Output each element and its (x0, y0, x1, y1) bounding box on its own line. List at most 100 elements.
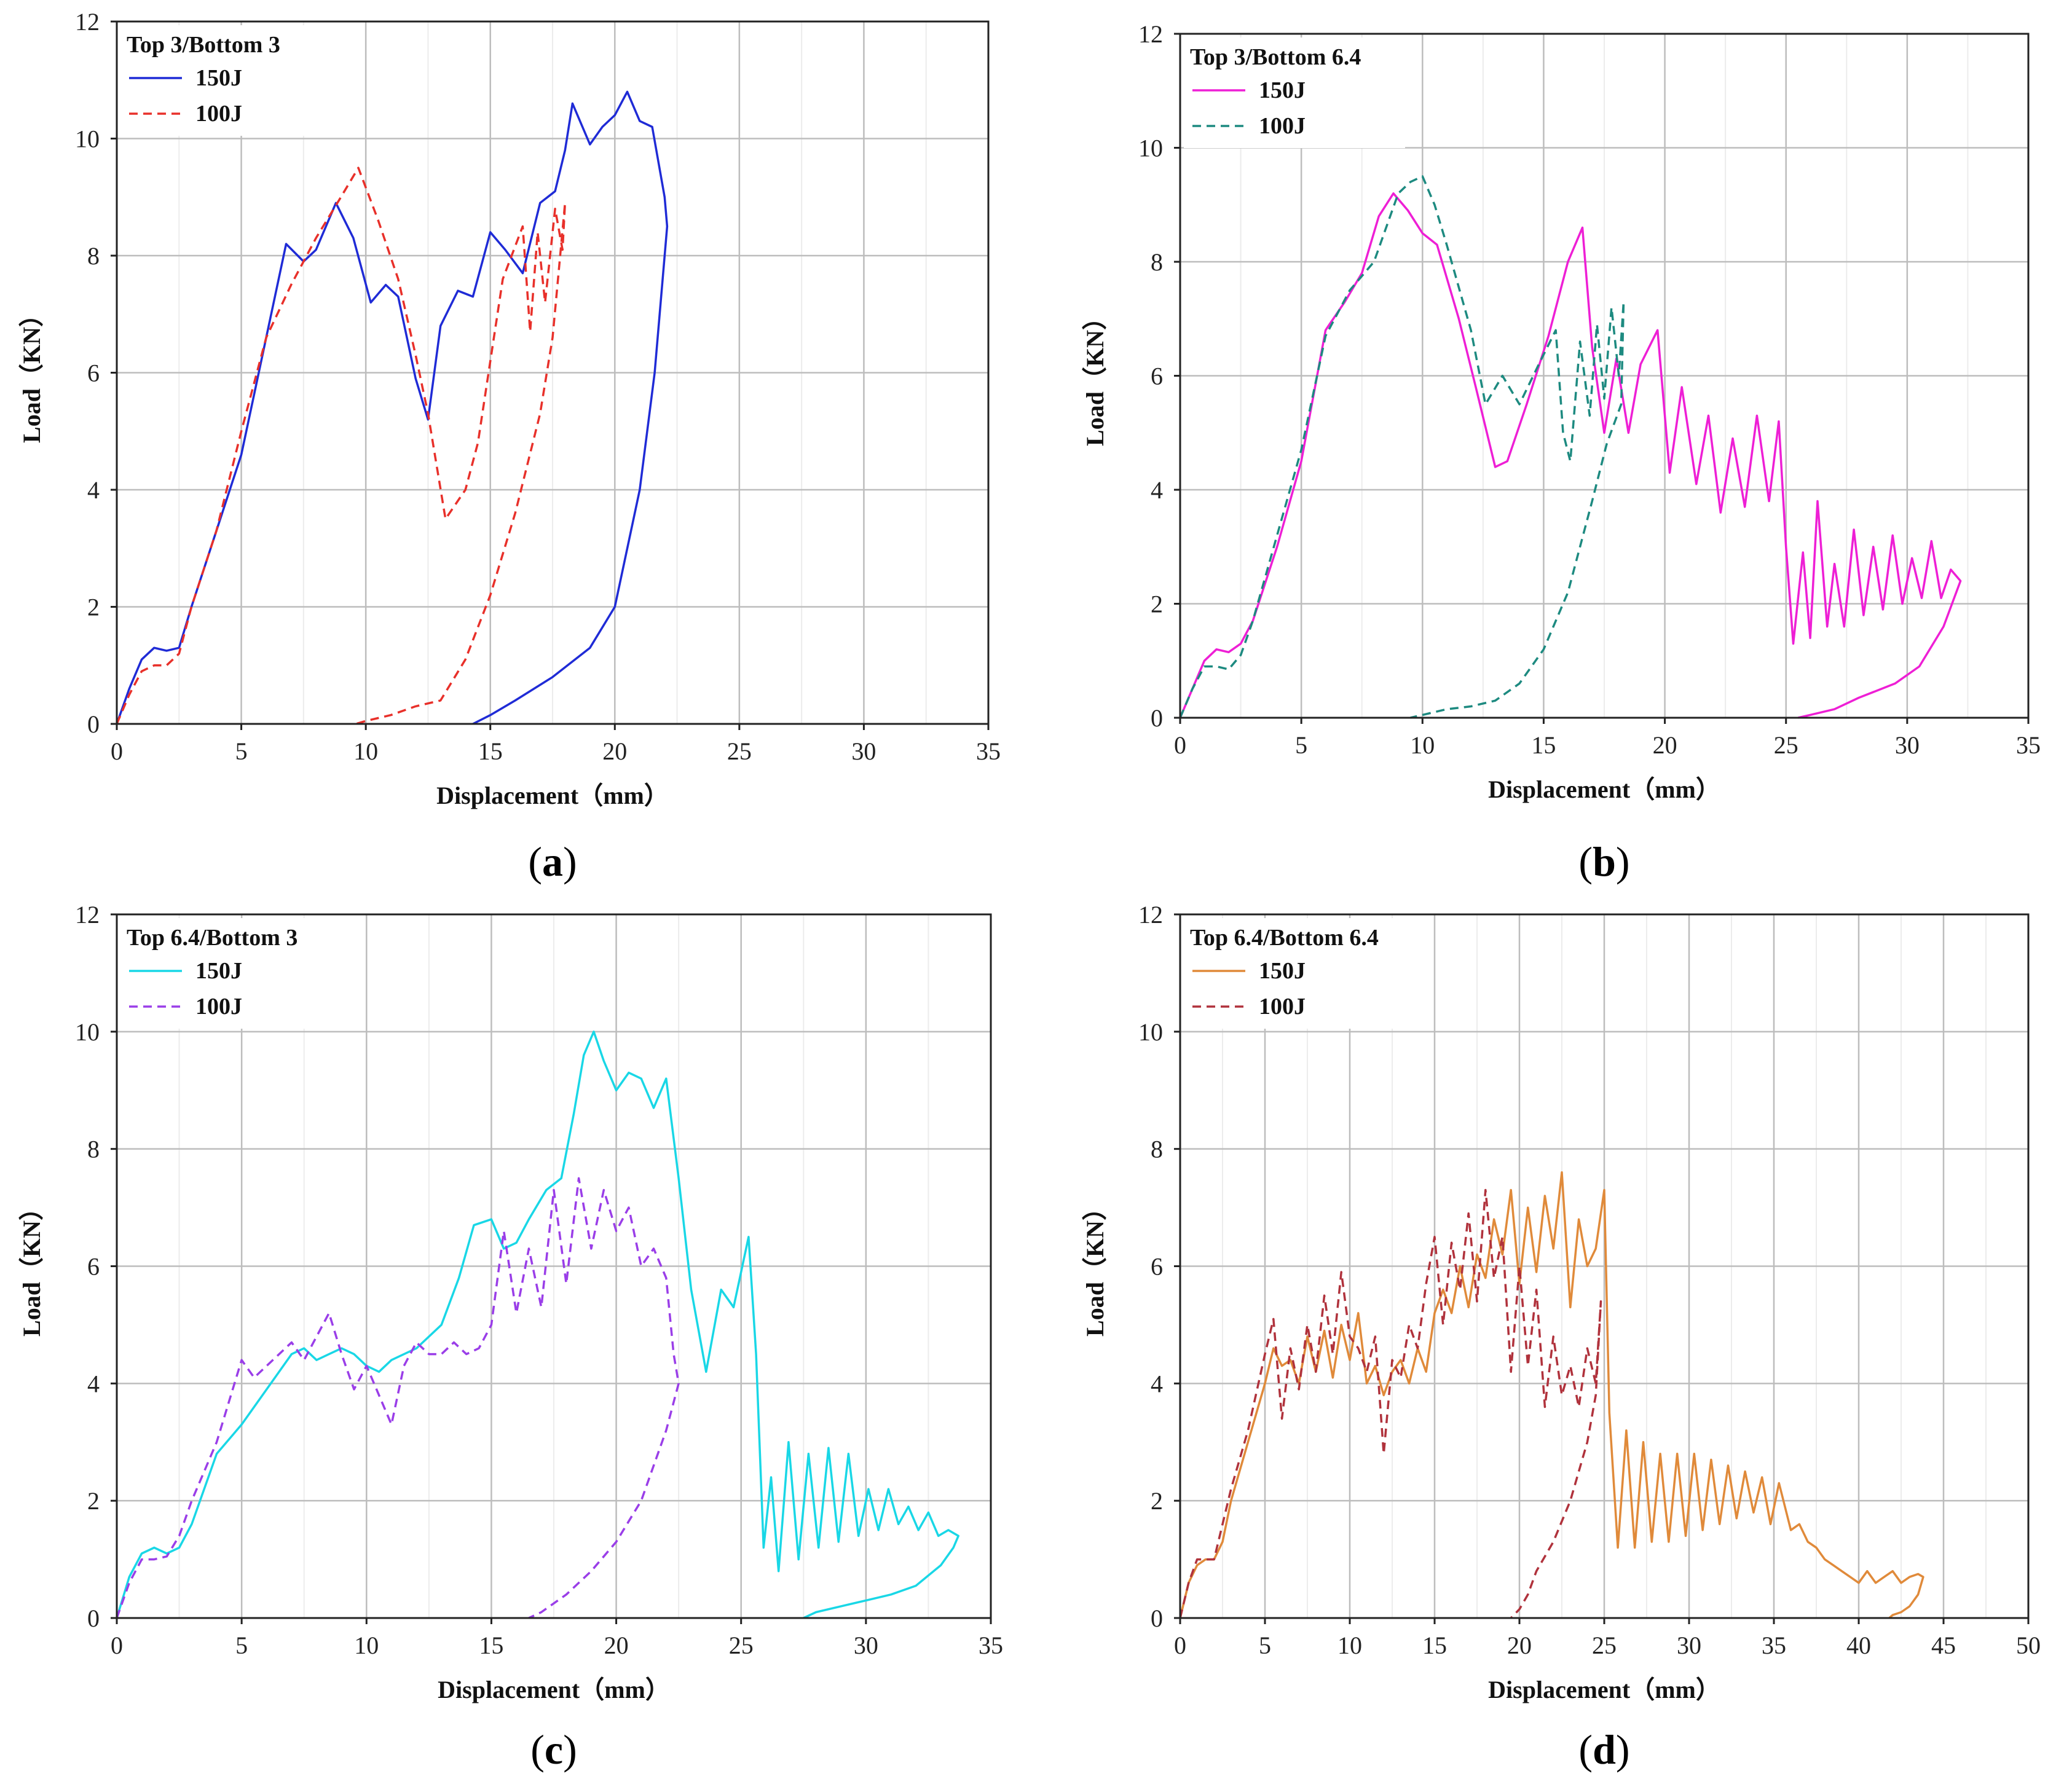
x-tick-label: 25 (1774, 731, 1798, 759)
y-tick-label: 0 (87, 1604, 100, 1632)
y-tick-label: 4 (1151, 1370, 1163, 1397)
x-tick-label: 10 (1337, 1632, 1362, 1659)
y-tick-label: 2 (1151, 591, 1163, 618)
y-tick-label: 6 (1151, 1253, 1163, 1281)
legend-title: Top 3/Bottom 6.4 (1190, 44, 1361, 70)
legend-box (1184, 37, 1405, 148)
x-tick-label: 20 (602, 737, 627, 765)
x-tick-label: 5 (1295, 731, 1307, 759)
caption-letter: d (1593, 1726, 1616, 1773)
x-tick-label: 15 (479, 1632, 503, 1659)
y-tick-label: 10 (1138, 135, 1163, 162)
y-tick-label: 4 (87, 1370, 100, 1397)
x-tick-label: 0 (111, 737, 123, 765)
x-axis-title: Displacement（mm） (438, 1676, 670, 1703)
y-tick-label: 10 (75, 125, 100, 153)
x-axis-title: Displacement（mm） (1488, 1676, 1720, 1703)
y-tick-label: 12 (75, 901, 100, 929)
panel-caption: (d) (1578, 1726, 1629, 1773)
y-tick-label: 8 (1151, 248, 1163, 276)
y-tick-label: 10 (1138, 1018, 1163, 1046)
caption-paren-open: ( (1578, 838, 1593, 885)
x-tick-label: 15 (1531, 731, 1556, 759)
x-tick-label: 20 (1507, 1632, 1532, 1659)
x-tick-label: 5 (235, 737, 248, 765)
y-tick-label: 12 (1138, 901, 1163, 929)
x-tick-label: 30 (851, 737, 876, 765)
caption-paren-close: ) (563, 838, 577, 885)
y-tick-label: 2 (87, 1487, 100, 1515)
legend-box (1184, 918, 1405, 1029)
legend-label-100j: 100J (195, 994, 242, 1019)
x-axis-title: Displacement（mm） (1488, 776, 1720, 803)
y-axis-title: Load（KN） (1081, 1196, 1109, 1337)
x-axis-title: Displacement（mm） (436, 782, 669, 809)
x-tick-label: 10 (354, 1632, 379, 1659)
panel-caption: (b) (1578, 838, 1629, 885)
legend-label-150j: 150J (195, 958, 242, 984)
legend-label-150j: 150J (1259, 958, 1306, 984)
caption-paren-close: ) (563, 1726, 577, 1773)
y-tick-label: 6 (87, 1253, 100, 1281)
y-tick-label: 12 (75, 8, 100, 36)
legend-title: Top 6.4/Bottom 6.4 (1190, 925, 1379, 951)
x-tick-label: 15 (1422, 1632, 1447, 1659)
caption-letter: c (545, 1726, 563, 1773)
y-tick-label: 6 (1151, 363, 1163, 390)
x-tick-label: 25 (727, 737, 752, 765)
series-line-150j (116, 1031, 959, 1619)
caption-paren-close: ) (1616, 1726, 1630, 1773)
legend-label-150j: 150J (195, 65, 242, 91)
x-tick-label: 35 (979, 1632, 1003, 1659)
x-tick-label: 0 (1174, 731, 1186, 759)
y-tick-label: 0 (1151, 1604, 1163, 1632)
legend-label-100j: 100J (195, 101, 242, 127)
x-tick-label: 0 (111, 1632, 123, 1659)
legend-label-150j: 150J (1259, 77, 1306, 103)
legend-label-100j: 100J (1259, 113, 1306, 139)
y-tick-label: 4 (1151, 476, 1163, 504)
series-line-100j (116, 1177, 680, 1619)
panel-caption: (a) (528, 838, 577, 885)
y-tick-label: 4 (87, 476, 100, 504)
y-tick-label: 8 (87, 1136, 100, 1163)
legend-box (120, 25, 342, 136)
x-tick-label: 20 (604, 1632, 629, 1659)
y-tick-label: 10 (75, 1018, 100, 1046)
x-tick-label: 35 (2016, 731, 2041, 759)
x-tick-label: 10 (353, 737, 378, 765)
x-tick-label: 35 (1762, 1632, 1786, 1659)
chart-panel-c: Top 6.4/Bottom 3 150J 100J 0 5 10 15 20 25 30 35 0 2… (18, 901, 1003, 1773)
y-tick-label: 12 (1138, 20, 1163, 48)
x-tick-label: 15 (478, 737, 503, 765)
caption-paren-open: ( (530, 1726, 545, 1773)
y-tick-label: 2 (87, 594, 100, 621)
x-tick-label: 25 (1592, 1632, 1617, 1659)
legend-box (120, 918, 342, 1029)
caption-letter: a (542, 838, 563, 885)
series-line-150j (116, 90, 669, 725)
x-tick-label: 30 (1677, 1632, 1701, 1659)
chart-panel-b: Top 3/Bottom 6.4 150J 100J 0 5 10 15 20 25 30 35 0 2… (1081, 20, 2041, 885)
series-line-100j (116, 167, 567, 725)
x-tick-label: 10 (1410, 731, 1435, 759)
x-tick-label: 30 (854, 1632, 878, 1659)
y-axis-title: Load（KN） (18, 302, 45, 443)
legend-title: Top 3/Bottom 3 (127, 32, 280, 58)
y-tick-label: 6 (87, 359, 100, 387)
y-tick-label: 8 (1151, 1136, 1163, 1163)
x-tick-label: 25 (729, 1632, 754, 1659)
y-tick-label: 0 (1151, 704, 1163, 732)
x-tick-label: 40 (1846, 1632, 1871, 1659)
series-line-150j (1179, 192, 1962, 719)
y-tick-label: 2 (1151, 1487, 1163, 1515)
chart-panel-a: Top 3/Bottom 3 150J 100J 0 5 10 15 20 25 30 35 0 2 4 6… (18, 8, 1001, 885)
x-tick-label: 20 (1653, 731, 1677, 759)
x-tick-label: 50 (2016, 1632, 2041, 1659)
x-tick-label: 5 (1259, 1632, 1271, 1659)
caption-letter: b (1593, 838, 1616, 885)
caption-paren-close: ) (1616, 838, 1630, 885)
legend-label-100j: 100J (1259, 994, 1306, 1019)
panel-caption: (c) (530, 1726, 577, 1773)
